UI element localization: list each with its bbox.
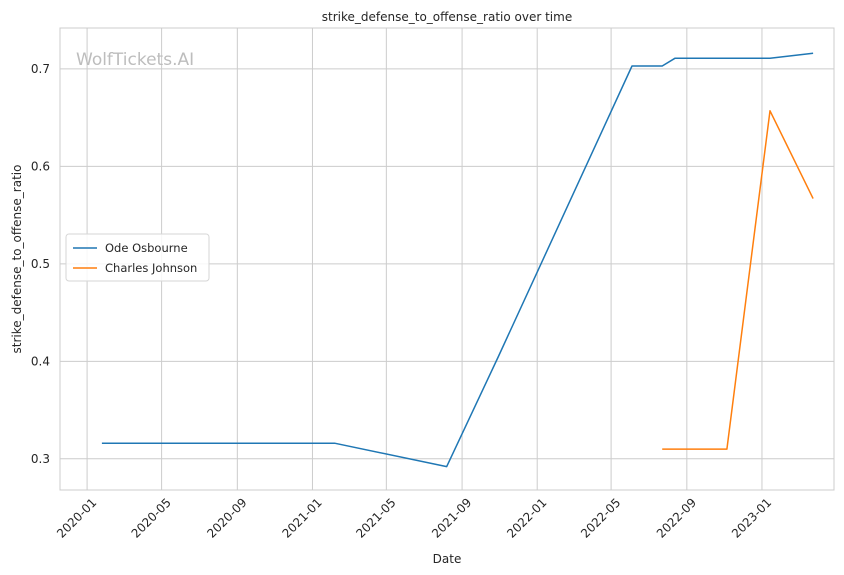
legend-label: Ode Osbourne <box>105 241 188 255</box>
x-tick-label: 2021-05 <box>353 495 398 540</box>
x-tick-label: 2022-05 <box>578 495 623 540</box>
x-tick-label: 2022-01 <box>504 495 549 540</box>
x-tick-label: 2023-01 <box>729 495 774 540</box>
chart-title: strike_defense_to_offense_ratio over tim… <box>322 10 572 24</box>
x-axis-ticks: 2020-01 2020-05 2020-09 2021-01 2021-05 2021-… <box>54 495 774 540</box>
watermark: WolfTickets.AI <box>76 50 194 70</box>
legend-box <box>65 233 210 282</box>
grid <box>60 28 834 490</box>
legend-label: Charles Johnson <box>105 261 197 275</box>
series-layer <box>101 52 814 468</box>
plot-frame <box>59 27 835 491</box>
series-line <box>101 52 814 468</box>
y-axis-ticks: 0.3 0.4 0.5 0.6 0.7 <box>31 62 50 466</box>
y-tick-label: 0.5 <box>31 257 50 271</box>
y-tick-label: 0.3 <box>31 452 50 466</box>
x-tick-label: 2020-05 <box>129 495 174 540</box>
legend: Ode Osbourne Charles Johnson <box>65 233 210 282</box>
x-axis-title: Date <box>433 552 462 566</box>
x-tick-label: 2020-01 <box>54 495 99 540</box>
y-tick-label: 0.7 <box>31 62 50 76</box>
series-line <box>662 110 814 450</box>
x-tick-label: 2021-09 <box>429 495 474 540</box>
y-tick-label: 0.6 <box>31 159 50 173</box>
x-tick-label: 2022-09 <box>654 495 699 540</box>
y-tick-label: 0.4 <box>31 354 50 368</box>
y-axis-title: strike_defense_to_offense_ratio <box>10 165 24 354</box>
x-tick-label: 2021-01 <box>279 495 324 540</box>
x-tick-label: 2020-09 <box>204 495 249 540</box>
